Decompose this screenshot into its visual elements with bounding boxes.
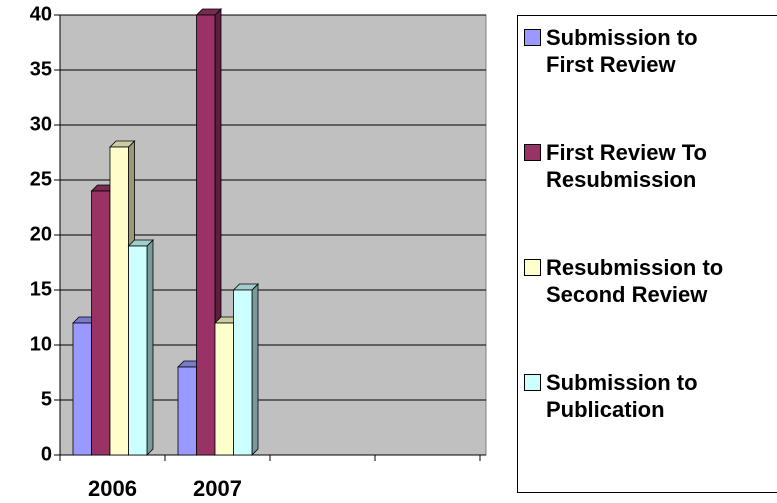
bar	[196, 14, 216, 456]
legend-item: First Review To Resubmission	[524, 139, 777, 244]
bar	[72, 322, 92, 456]
bar	[109, 146, 129, 456]
y-tick-label: 20	[30, 223, 52, 245]
bar	[214, 322, 234, 456]
y-tick-label: 5	[41, 388, 52, 410]
x-tick-label: 2007	[193, 476, 242, 501]
y-tick-label: 0	[41, 443, 52, 465]
bar-side	[146, 239, 154, 456]
x-tick-label: 2006	[88, 476, 137, 501]
legend-swatch	[524, 29, 541, 46]
bar-side	[251, 283, 259, 456]
legend-swatch	[524, 374, 541, 391]
legend: Submission to First Review First Review T…	[517, 15, 777, 493]
y-tick-label: 35	[30, 58, 52, 80]
legend-item: Submission to Publication	[524, 369, 777, 474]
legend-label: First Review To Resubmission	[546, 140, 707, 192]
legend-label: Resubmission to Second Review	[546, 255, 724, 307]
legend-label: Submission to Publication	[546, 370, 698, 422]
bar	[177, 366, 197, 456]
y-tick-label: 10	[30, 333, 52, 355]
y-tick-label: 25	[30, 168, 52, 190]
legend-swatch	[524, 144, 541, 161]
legend-item: Resubmission to Second Review	[524, 254, 777, 359]
legend-swatch	[524, 259, 541, 276]
legend-label: Submission to First Review	[546, 25, 698, 77]
bar	[91, 190, 111, 456]
y-tick-label: 30	[30, 113, 52, 135]
bar	[233, 289, 253, 456]
y-tick-label: 15	[30, 278, 52, 300]
legend-item: Submission to First Review	[524, 24, 777, 129]
bar	[128, 245, 148, 456]
y-tick-label: 40	[30, 3, 52, 25]
